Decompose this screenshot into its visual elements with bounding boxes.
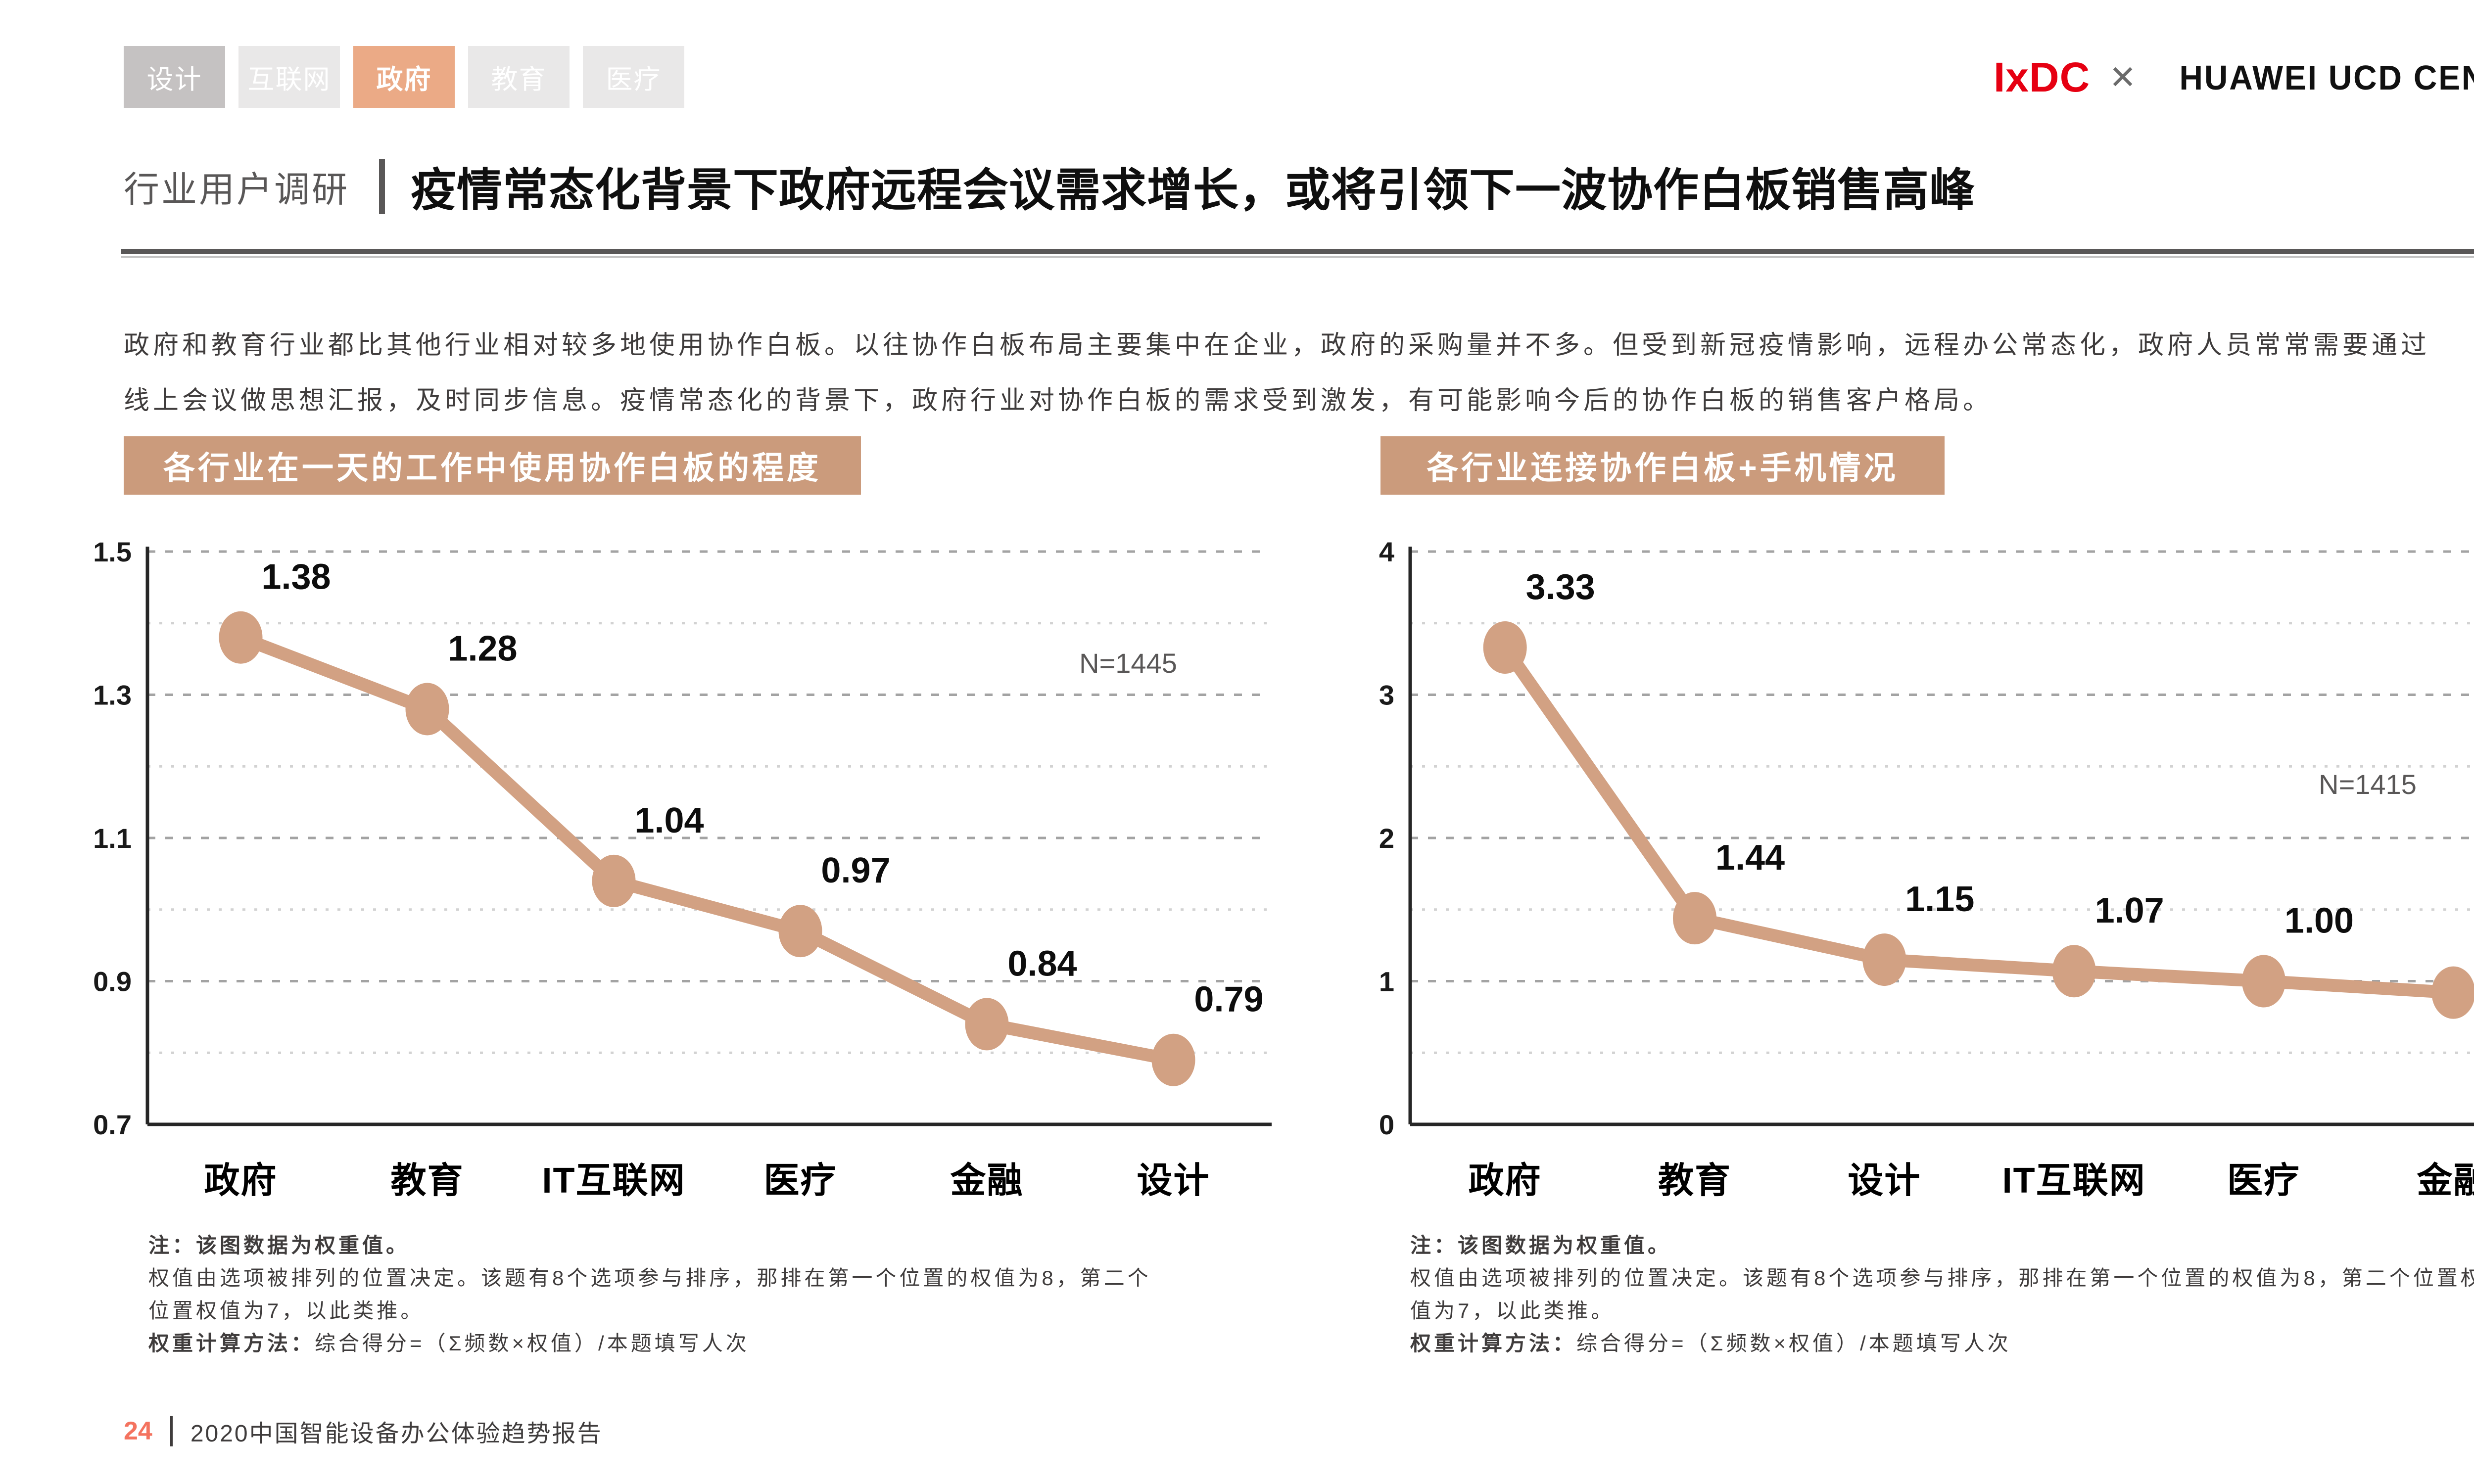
footer: 24 2020中国智能设备办公体验趋势报告 — [124, 1414, 603, 1448]
x-category-label: 设计 — [1848, 1161, 1921, 1201]
sample-size-label: N=1415 — [2319, 769, 2417, 800]
note-method-line: 权重计算方法：综合得分=（Σ频数×权值）/本题填写人次 — [148, 1327, 1301, 1360]
x-category-label: 政府 — [1469, 1161, 1542, 1201]
left-line-chart: 1.5 1.3 1.1 0.9 0.7 1.38 1.28 1.04 0.97 0.84 0.79 政… — [93, 536, 1272, 1201]
x-category-label: IT互联网 — [2002, 1161, 2146, 1201]
data-point-marker — [2242, 955, 2285, 1008]
data-point-label: 1.28 — [448, 629, 517, 668]
data-point-label: 1.07 — [2095, 891, 2164, 930]
data-point-marker — [1151, 1033, 1195, 1086]
note-method-text: 综合得分=（Σ频数×权值）/本题填写人次 — [315, 1332, 750, 1355]
right-line-chart: 432103.331.441.151.071.000.92政府教育设计IT互联网… — [1379, 536, 2474, 1201]
header-row: 行业用户调研 疫情常态化背景下政府远程会议需求增长，或将引领下一波协作白板销售高… — [124, 153, 1975, 219]
data-point-label: 3.33 — [1526, 567, 1595, 607]
data-point-label: 1.15 — [1905, 880, 1974, 919]
report-title: 2020中国智能设备办公体验趋势报告 — [190, 1421, 603, 1447]
data-point-marker — [1673, 892, 1716, 945]
note-method-text: 综合得分=（Σ频数×权值）/本题填写人次 — [1576, 1332, 2011, 1355]
note-body-line-1: 权值由选项被排列的位置决定。该题有8个选项参与排序，那排在第一个位置的权值为8，… — [1410, 1266, 2474, 1290]
right-chart-note: 注：该图数据为权重值。 权值由选项被排列的位置决定。该题有8个选项参与排序，那排… — [1410, 1229, 2474, 1360]
note-method-label: 权重计算方法： — [148, 1332, 315, 1355]
data-point-marker — [592, 854, 636, 907]
x-category-label: 医疗 — [763, 1161, 837, 1201]
page-number: 24 — [124, 1417, 152, 1445]
x-category-label: 设计 — [1137, 1161, 1210, 1201]
data-point-label: 1.44 — [1715, 838, 1785, 878]
note-title: 注：该图数据为权重值。 — [1410, 1234, 1672, 1257]
y-tick-label: 1.5 — [93, 536, 132, 567]
x-category-label: 金融 — [2416, 1161, 2474, 1201]
data-point-marker — [405, 683, 449, 736]
data-point-marker — [1862, 933, 1906, 986]
y-tick-label: 1.3 — [93, 680, 132, 711]
ixdc-logo: IxDC — [1993, 54, 2091, 100]
y-tick-label: 0.9 — [93, 966, 132, 997]
intro-line-1: 政府和教育行业都比其他行业相对较多地使用协作白板。以往协作白板布局主要集中在企业… — [124, 331, 2430, 360]
data-point-marker — [219, 611, 263, 664]
tab-government[interactable]: 政府 — [353, 46, 455, 108]
y-tick-label: 2 — [1379, 823, 1394, 854]
x-category-label: 教育 — [1658, 1161, 1731, 1201]
industry-tab-bar: 设计 互联网 政府 教育 医疗 — [124, 46, 684, 108]
data-point-label: 0.84 — [1007, 944, 1077, 983]
title-rule — [121, 249, 2474, 254]
x-category-label: 教育 — [390, 1161, 464, 1201]
tab-education[interactable]: 教育 — [468, 46, 570, 108]
data-point-label: 0.79 — [1194, 980, 1263, 1020]
tab-design[interactable]: 设计 — [124, 46, 225, 108]
footer-divider-bar — [170, 1416, 173, 1446]
x-category-label: 医疗 — [2227, 1161, 2300, 1201]
x-category-label: 政府 — [204, 1161, 277, 1201]
data-point-marker — [778, 905, 822, 958]
brand-logo: IxDC ✕ HUAWEI UCD CENTER — [1994, 53, 2474, 101]
series-line — [1498, 641, 2460, 999]
left-chart-title-ribbon: 各行业在一天的工作中使用协作白板的程度 — [124, 436, 861, 495]
intro-line-2: 线上会议做思想汇报，及时同步信息。疫情常态化的背景下，政府行业对协作白板的需求受… — [124, 386, 1993, 415]
tab-medical[interactable]: 医疗 — [583, 46, 684, 108]
y-tick-label: 1.1 — [93, 823, 132, 854]
data-point-marker — [2052, 945, 2096, 998]
sample-size-label: N=1445 — [1079, 648, 1177, 679]
data-point-label: 1.38 — [261, 557, 331, 597]
note-body-line-2: 位置权值为7，以此类推。 — [148, 1299, 425, 1322]
data-point-label: 1.04 — [634, 801, 704, 840]
y-tick-label: 0 — [1379, 1109, 1394, 1140]
y-tick-label: 1 — [1379, 966, 1394, 997]
y-tick-label: 3 — [1379, 680, 1394, 711]
y-tick-label: 4 — [1379, 536, 1394, 567]
series-line — [234, 631, 1180, 1067]
note-method-label: 权重计算方法： — [1410, 1332, 1577, 1355]
x-category-label: IT互联网 — [542, 1161, 686, 1201]
intro-paragraph: 政府和教育行业都比其他行业相对较多地使用协作白板。以往协作白板布局主要集中在企业… — [124, 318, 2474, 428]
data-point-label: 1.00 — [2284, 901, 2354, 941]
right-chart-title-ribbon: 各行业连接协作白板+手机情况 — [1380, 436, 1945, 495]
note-body-line-2: 值为7，以此类推。 — [1410, 1299, 1615, 1322]
note-method-line: 权重计算方法：综合得分=（Σ频数×权值）/本题填写人次 — [1410, 1327, 2474, 1360]
x-category-label: 金融 — [950, 1161, 1023, 1201]
left-chart-note: 注：该图数据为权重值。 权值由选项被排列的位置决定。该题有8个选项参与排序，那排… — [148, 1229, 1301, 1360]
note-title: 注：该图数据为权重值。 — [148, 1234, 410, 1257]
huawei-ucd-logo: HUAWEI UCD CENTER — [2179, 58, 2474, 97]
data-point-label: 0.97 — [821, 851, 890, 890]
data-point-marker — [965, 998, 1009, 1051]
section-label: 行业用户调研 — [124, 170, 350, 210]
title-rule-shadow — [121, 256, 2474, 258]
note-body-line-1: 权值由选项被排列的位置决定。该题有8个选项参与排序，那排在第一个位置的权值为8，… — [148, 1266, 1151, 1290]
page-title: 疫情常态化背景下政府远程会议需求增长，或将引领下一波协作白板销售高峰 — [411, 165, 1976, 216]
header-divider-bar — [379, 158, 385, 214]
y-tick-label: 0.7 — [93, 1109, 132, 1140]
data-point-marker — [1483, 621, 1527, 674]
collab-x-icon: ✕ — [2109, 59, 2137, 95]
tab-internet[interactable]: 互联网 — [238, 46, 340, 108]
data-point-marker — [2431, 966, 2474, 1019]
